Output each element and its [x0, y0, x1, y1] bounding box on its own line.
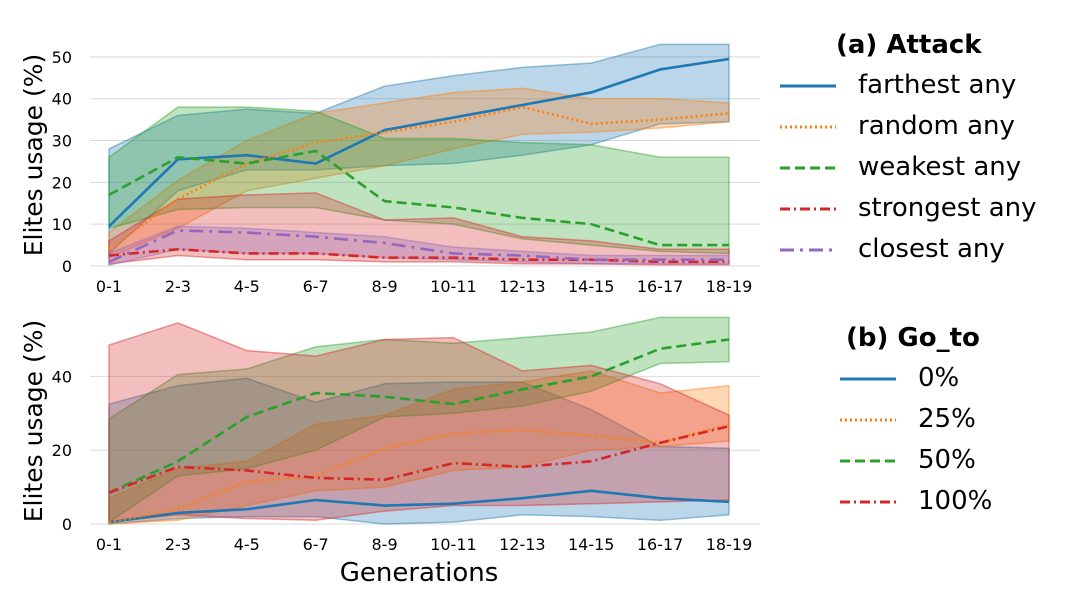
band-random-any — [108, 87, 730, 259]
x-tick-label: 8-9 — [371, 535, 397, 554]
band-weakest-any — [108, 106, 730, 255]
y-tick-label: 20 — [52, 441, 72, 460]
legend-item-farthest-any: farthest any — [778, 66, 1078, 107]
legend-label: random any — [858, 111, 1015, 141]
x-tick-label: 2-3 — [165, 535, 191, 554]
x-tick-label: 14-15 — [568, 277, 615, 296]
band-strongest-any — [108, 192, 730, 266]
legend-item-closest-any: closest any — [778, 230, 1078, 271]
x-tick-label: 2-3 — [165, 277, 191, 296]
x-axis-title: Generations — [340, 558, 499, 588]
legend-item-weakest-any: weakest any — [778, 148, 1078, 189]
series-line-farthest-any — [108, 57, 730, 228]
panel-goto: 0 20 40 0-1 2-3 4-5 6-7 8-9 10-11 12-13 14-15 16-17… — [19, 316, 760, 554]
x-tick-label: 6-7 — [303, 277, 329, 296]
y-axis-title: Elites usage (%) — [19, 320, 48, 523]
panel-attack: 0 10 20 30 40 50 0-1 2-3 4-5 6-7 8-9 10-11 12-13 14-1… — [19, 43, 760, 296]
legend-swatch — [780, 166, 836, 170]
x-tick-label: 16-17 — [637, 535, 684, 554]
x-tick-label: 16-17 — [637, 277, 684, 296]
series-line-25pct — [108, 423, 730, 524]
x-tick-label: 14-15 — [568, 535, 615, 554]
y-tick-label: 30 — [52, 132, 72, 151]
legend-item-100pct: 100% — [838, 482, 1078, 523]
legend-swatch — [840, 459, 896, 463]
legend-swatch — [780, 125, 836, 129]
legend-item-strongest-any: strongest any — [778, 189, 1078, 230]
legend-item-0pct: 0% — [838, 359, 1078, 400]
legend-goto: (b) Go_to 0% 25% 50% 100% — [838, 323, 1078, 523]
y-tick-label: 0 — [62, 257, 72, 276]
y-tick-label: 50 — [52, 48, 72, 67]
x-tick-label: 18-19 — [706, 277, 753, 296]
y-tick-label: 20 — [52, 173, 72, 192]
legend-title-attack: (a) Attack — [836, 30, 982, 60]
x-tick-label: 10-11 — [430, 277, 477, 296]
series-line-strongest-any — [108, 247, 729, 264]
x-tick-label: 12-13 — [499, 277, 546, 296]
legend-label: strongest any — [858, 193, 1037, 223]
legend-swatch — [840, 418, 896, 422]
y-tick-label: 40 — [52, 90, 72, 109]
y-tick-label: 10 — [52, 215, 72, 234]
x-tick-label: 12-13 — [499, 535, 546, 554]
y-axis-title: Elites usage (%) — [19, 54, 48, 257]
y-tick-label: 40 — [52, 367, 72, 386]
series-line-closest-any — [108, 229, 729, 264]
legend-label: 25% — [918, 404, 976, 434]
x-tick-label: 6-7 — [303, 535, 329, 554]
legend-label: closest any — [858, 234, 1005, 264]
x-tick-label: 4-5 — [234, 277, 260, 296]
legend-swatch — [780, 207, 836, 211]
legend-title-goto: (b) Go_to — [846, 323, 980, 353]
legend-attack: (a) Attack farthest any random any weakest… — [778, 30, 1078, 271]
band-100pct — [108, 322, 730, 523]
legend-swatch — [840, 500, 896, 504]
x-tick-label: 10-11 — [430, 535, 477, 554]
legend-item-25pct: 25% — [838, 400, 1078, 441]
band-25pct — [108, 370, 730, 525]
x-tick-label: 18-19 — [706, 535, 753, 554]
band-50pct — [108, 316, 730, 524]
band-0pct — [108, 377, 730, 525]
x-tick-label: 0-1 — [96, 535, 122, 554]
series-line-0pct — [108, 489, 730, 524]
legend-swatch — [780, 248, 836, 252]
series-line-100pct — [108, 424, 730, 494]
legend-item-50pct: 50% — [838, 441, 1078, 482]
series-line-weakest-any — [108, 149, 729, 247]
legend-label: 0% — [918, 363, 960, 393]
legend-label: weakest any — [858, 152, 1022, 182]
x-tick-label: 8-9 — [371, 277, 397, 296]
legend-label: 100% — [918, 486, 993, 516]
x-tick-label: 0-1 — [96, 277, 122, 296]
legend-label: farthest any — [858, 70, 1017, 100]
legend-swatch — [780, 84, 836, 88]
series-line-50pct — [108, 338, 730, 494]
legend-swatch — [840, 377, 896, 381]
legend-item-random-any: random any — [778, 107, 1078, 148]
legend-label: 50% — [918, 445, 976, 475]
x-tick-label: 4-5 — [234, 535, 260, 554]
y-tick-label: 0 — [62, 515, 72, 534]
